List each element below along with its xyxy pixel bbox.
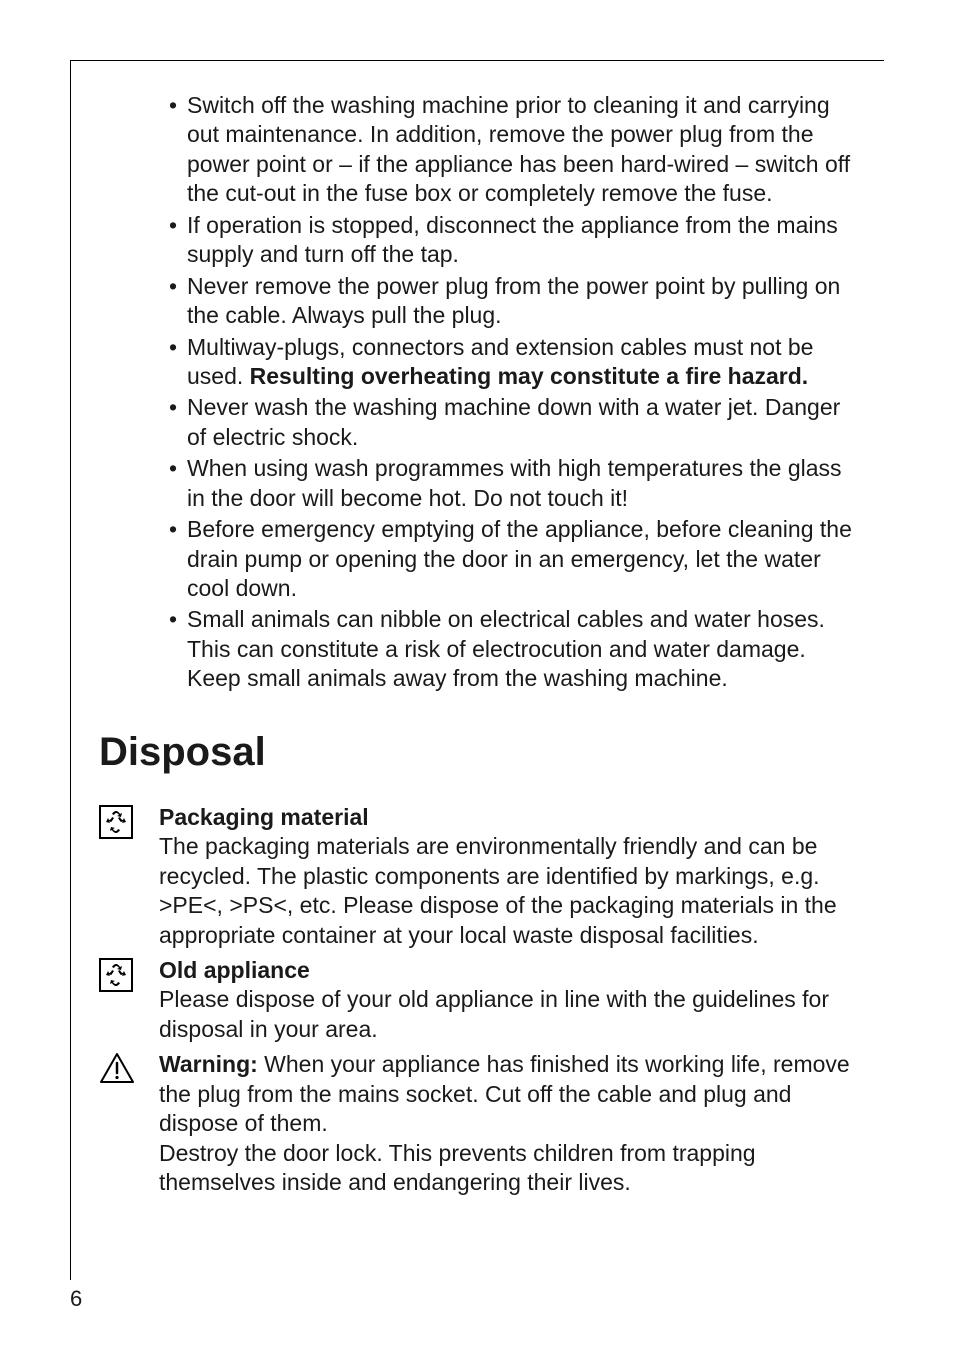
bullet-list: Switch off the washing machine prior to … bbox=[99, 91, 864, 694]
icon-column bbox=[99, 1050, 159, 1089]
bullet-item: Before emergency emptying of the applian… bbox=[169, 515, 864, 603]
content-frame: Switch off the washing machine prior to … bbox=[70, 60, 884, 1280]
block-body: When your appliance has finished its wor… bbox=[159, 1051, 850, 1136]
bullet-text: Never wash the washing machine down with… bbox=[187, 394, 840, 449]
bullet-item: If operation is stopped, disconnect the … bbox=[169, 211, 864, 270]
bullet-text: Switch off the washing machine prior to … bbox=[187, 92, 850, 206]
page: Switch off the washing machine prior to … bbox=[0, 0, 954, 1352]
block-text: Old appliance Please dispose of your old… bbox=[159, 956, 864, 1044]
block-heading: Old appliance bbox=[159, 957, 310, 983]
info-block-old-appliance: Old appliance Please dispose of your old… bbox=[99, 956, 864, 1044]
block-body-2: Destroy the door lock. This prevents chi… bbox=[159, 1140, 756, 1195]
icon-column bbox=[99, 803, 159, 839]
content-area: Switch off the washing machine prior to … bbox=[71, 91, 884, 1197]
bullet-text: Never remove the power plug from the pow… bbox=[187, 273, 840, 328]
bullet-text: If operation is stopped, disconnect the … bbox=[187, 212, 838, 267]
bullet-item: Never wash the washing machine down with… bbox=[169, 393, 864, 452]
info-block-packaging: Packaging material The packaging materia… bbox=[99, 803, 864, 950]
bullet-item: Small animals can nibble on electrical c… bbox=[169, 605, 864, 693]
section-title: Disposal bbox=[99, 730, 864, 775]
recycle-icon bbox=[99, 958, 133, 992]
block-body: The packaging materials are environmenta… bbox=[159, 833, 837, 947]
warning-label: Warning: bbox=[159, 1051, 258, 1077]
bullet-item: When using wash programmes with high tem… bbox=[169, 454, 864, 513]
page-number: 6 bbox=[70, 1286, 82, 1312]
bullet-text: Small animals can nibble on electrical c… bbox=[187, 606, 825, 691]
bullet-text: Before emergency emptying of the applian… bbox=[187, 516, 852, 601]
warning-block: Warning: When your appliance has finishe… bbox=[99, 1050, 864, 1197]
icon-column bbox=[99, 956, 159, 992]
bullet-text: When using wash programmes with high tem… bbox=[187, 455, 842, 510]
bullet-item: Multiway-plugs, connectors and extension… bbox=[169, 333, 864, 392]
block-text: Warning: When your appliance has finishe… bbox=[159, 1050, 864, 1197]
bullet-item: Switch off the washing machine prior to … bbox=[169, 91, 864, 209]
recycle-icon-svg bbox=[104, 810, 128, 834]
bullet-item: Never remove the power plug from the pow… bbox=[169, 272, 864, 331]
block-body: Please dispose of your old appliance in … bbox=[159, 986, 829, 1041]
block-text: Packaging material The packaging materia… bbox=[159, 803, 864, 950]
recycle-icon-svg bbox=[104, 963, 128, 987]
warning-icon-svg bbox=[99, 1052, 135, 1084]
bullet-bold: Resulting overheating may constitute a f… bbox=[250, 363, 809, 389]
recycle-icon bbox=[99, 805, 133, 839]
block-heading: Packaging material bbox=[159, 804, 369, 830]
warning-icon bbox=[99, 1052, 135, 1089]
